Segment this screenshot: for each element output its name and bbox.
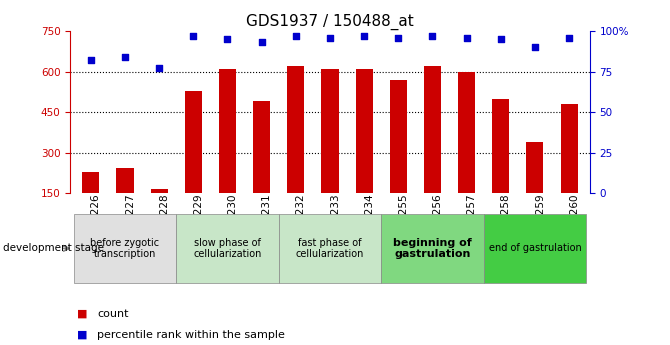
Text: GSM90233: GSM90233 bbox=[330, 193, 340, 250]
Text: GSM90258: GSM90258 bbox=[500, 193, 511, 250]
Bar bbox=[381, 214, 484, 283]
Text: beginning of
gastrulation: beginning of gastrulation bbox=[393, 238, 472, 259]
Bar bbox=[561, 104, 578, 193]
Point bbox=[461, 35, 472, 40]
Bar bbox=[287, 66, 304, 193]
Bar bbox=[527, 142, 543, 193]
Bar bbox=[322, 69, 338, 193]
Bar bbox=[74, 214, 176, 283]
Bar bbox=[219, 69, 236, 193]
Text: GSM90232: GSM90232 bbox=[296, 193, 306, 250]
Bar bbox=[151, 189, 168, 193]
Text: fast phase of
cellularization: fast phase of cellularization bbox=[295, 238, 364, 259]
Text: GSM90230: GSM90230 bbox=[228, 193, 237, 250]
Title: GDS1937 / 150488_at: GDS1937 / 150488_at bbox=[246, 13, 414, 30]
Point bbox=[291, 33, 302, 39]
Bar bbox=[176, 214, 279, 283]
Point bbox=[393, 35, 403, 40]
Text: GSM90255: GSM90255 bbox=[398, 193, 408, 250]
Point bbox=[257, 40, 267, 45]
Bar bbox=[484, 214, 586, 283]
Text: ■: ■ bbox=[77, 330, 88, 339]
Point bbox=[358, 33, 369, 39]
Bar bbox=[82, 171, 99, 193]
Text: percentile rank within the sample: percentile rank within the sample bbox=[97, 330, 285, 339]
Point bbox=[120, 54, 131, 60]
Point bbox=[154, 66, 165, 71]
Point bbox=[427, 33, 438, 39]
Point bbox=[188, 33, 199, 39]
Text: GSM90231: GSM90231 bbox=[262, 193, 271, 250]
Text: ■: ■ bbox=[77, 309, 88, 319]
Text: GSM90229: GSM90229 bbox=[194, 193, 203, 250]
Bar bbox=[390, 80, 407, 193]
Bar bbox=[279, 214, 381, 283]
Point bbox=[325, 35, 336, 40]
Point bbox=[495, 37, 506, 42]
Text: GSM90256: GSM90256 bbox=[432, 193, 442, 250]
Text: development stage: development stage bbox=[3, 244, 105, 253]
Text: GSM90227: GSM90227 bbox=[125, 193, 135, 250]
Text: before zygotic
transcription: before zygotic transcription bbox=[90, 238, 159, 259]
Point bbox=[529, 45, 540, 50]
Bar bbox=[185, 90, 202, 193]
Text: GSM90257: GSM90257 bbox=[466, 193, 476, 250]
Bar bbox=[458, 71, 475, 193]
Bar bbox=[356, 69, 373, 193]
Text: GSM90260: GSM90260 bbox=[569, 193, 579, 250]
Text: GSM90259: GSM90259 bbox=[535, 193, 545, 250]
Text: GSM90226: GSM90226 bbox=[91, 193, 101, 250]
Text: slow phase of
cellularization: slow phase of cellularization bbox=[194, 238, 262, 259]
Bar bbox=[492, 99, 509, 193]
Text: GSM90228: GSM90228 bbox=[159, 193, 169, 250]
Point bbox=[563, 35, 574, 40]
Bar bbox=[253, 101, 270, 193]
Text: count: count bbox=[97, 309, 129, 319]
Point bbox=[222, 37, 233, 42]
Bar bbox=[117, 168, 133, 193]
Point bbox=[86, 58, 96, 63]
Text: GSM90234: GSM90234 bbox=[364, 193, 374, 250]
Bar bbox=[424, 66, 441, 193]
Text: end of gastrulation: end of gastrulation bbox=[488, 244, 582, 253]
